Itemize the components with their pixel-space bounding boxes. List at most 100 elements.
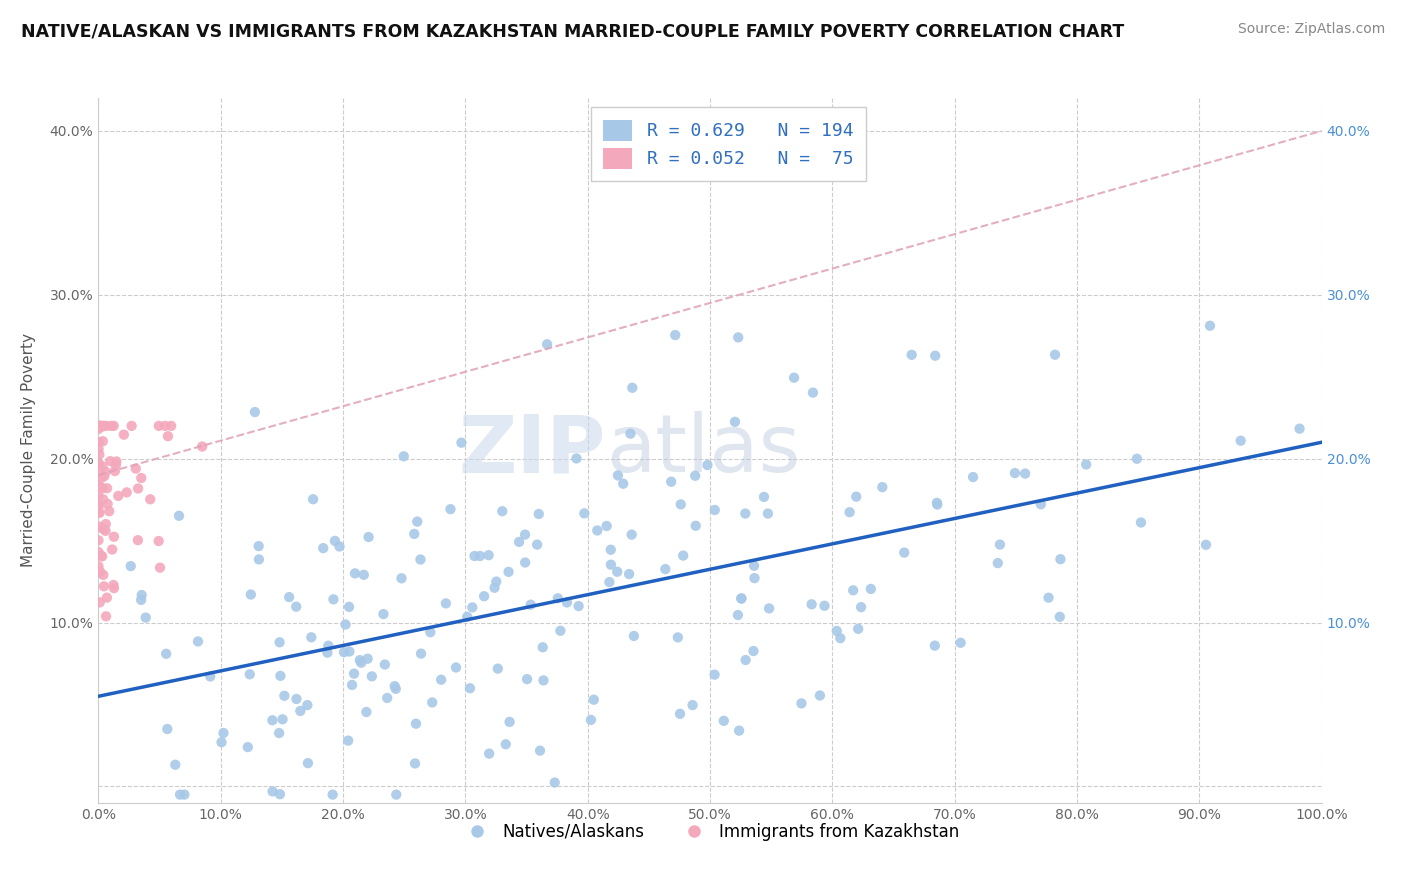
- Text: ZIP: ZIP: [458, 411, 606, 490]
- Text: NATIVE/ALASKAN VS IMMIGRANTS FROM KAZAKHSTAN MARRIED-COUPLE FAMILY POVERTY CORRE: NATIVE/ALASKAN VS IMMIGRANTS FROM KAZAKH…: [21, 22, 1125, 40]
- Point: [598, 575, 620, 590]
- Point: [167, 508, 190, 523]
- Point: [91, 522, 114, 536]
- Point: [247, 539, 270, 553]
- Point: [845, 490, 868, 504]
- Point: [444, 660, 467, 674]
- Point: [742, 644, 765, 658]
- Point: [335, 617, 357, 632]
- Point: [173, 788, 195, 802]
- Point: [273, 689, 295, 703]
- Point: [374, 657, 396, 672]
- Point: [87, 458, 110, 472]
- Point: [987, 556, 1010, 570]
- Point: [343, 666, 366, 681]
- Point: [375, 690, 398, 705]
- Point: [409, 647, 432, 661]
- Point: [450, 435, 472, 450]
- Point: [491, 504, 513, 518]
- Point: [1004, 466, 1026, 480]
- Point: [247, 552, 270, 566]
- Point: [800, 597, 823, 611]
- Point: [728, 723, 751, 738]
- Point: [925, 496, 948, 510]
- Point: [87, 559, 110, 574]
- Point: [87, 498, 110, 512]
- Point: [606, 565, 628, 579]
- Point: [838, 505, 860, 519]
- Y-axis label: Married-Couple Family Poverty: Married-Couple Family Poverty: [21, 334, 35, 567]
- Point: [349, 653, 371, 667]
- Point: [93, 418, 115, 433]
- Point: [148, 534, 170, 549]
- Point: [297, 756, 319, 771]
- Point: [357, 530, 380, 544]
- Point: [290, 704, 312, 718]
- Point: [568, 599, 591, 613]
- Point: [87, 500, 110, 515]
- Point: [1229, 434, 1251, 448]
- Point: [752, 490, 775, 504]
- Point: [536, 337, 558, 351]
- Point: [846, 622, 869, 636]
- Point: [519, 598, 541, 612]
- Point: [269, 669, 291, 683]
- Point: [94, 524, 117, 538]
- Point: [669, 497, 692, 511]
- Point: [100, 418, 122, 433]
- Point: [595, 519, 617, 533]
- Point: [406, 515, 429, 529]
- Point: [825, 624, 848, 638]
- Text: atlas: atlas: [606, 411, 800, 490]
- Point: [621, 381, 644, 395]
- Point: [91, 481, 114, 495]
- Point: [384, 679, 406, 693]
- Point: [91, 434, 114, 449]
- Point: [87, 418, 110, 433]
- Point: [155, 647, 177, 661]
- Point: [385, 788, 408, 802]
- Point: [87, 418, 110, 433]
- Point: [89, 565, 111, 579]
- Point: [104, 458, 127, 472]
- Point: [353, 567, 375, 582]
- Point: [93, 469, 115, 483]
- Point: [1199, 318, 1222, 333]
- Point: [337, 644, 360, 658]
- Point: [468, 549, 491, 563]
- Point: [683, 468, 706, 483]
- Point: [149, 560, 172, 574]
- Point: [89, 418, 111, 433]
- Point: [271, 712, 294, 726]
- Point: [297, 698, 319, 712]
- Point: [547, 591, 569, 606]
- Point: [120, 559, 142, 574]
- Point: [340, 678, 363, 692]
- Point: [1043, 348, 1066, 362]
- Point: [498, 565, 520, 579]
- Point: [87, 488, 110, 502]
- Point: [356, 705, 378, 719]
- Point: [169, 788, 191, 802]
- Point: [515, 556, 537, 570]
- Point: [619, 426, 641, 441]
- Point: [744, 571, 766, 585]
- Point: [531, 640, 554, 655]
- Point: [89, 595, 111, 609]
- Point: [924, 349, 946, 363]
- Point: [724, 415, 747, 429]
- Point: [89, 448, 111, 462]
- Point: [1288, 422, 1310, 436]
- Point: [620, 527, 643, 541]
- Point: [112, 427, 135, 442]
- Point: [682, 698, 704, 712]
- Point: [262, 713, 284, 727]
- Point: [127, 533, 149, 548]
- Point: [666, 631, 689, 645]
- Point: [91, 470, 114, 484]
- Point: [94, 516, 117, 531]
- Point: [91, 549, 114, 564]
- Point: [129, 593, 152, 607]
- Point: [1038, 591, 1060, 605]
- Point: [87, 422, 110, 436]
